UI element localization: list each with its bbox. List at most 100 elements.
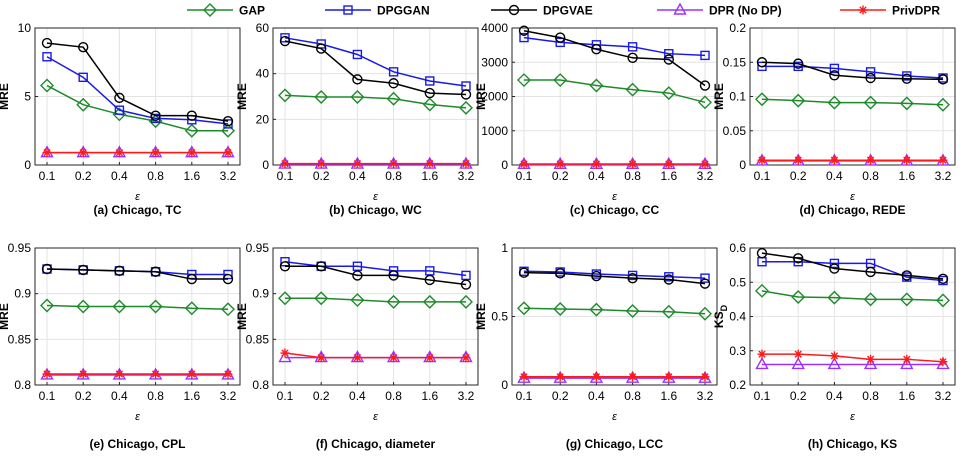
series-line xyxy=(761,61,944,81)
y-tick-label: 0 xyxy=(739,158,746,172)
x-tick-label: 3.2 xyxy=(935,169,952,183)
series-line xyxy=(762,353,944,363)
data-point xyxy=(388,67,399,77)
data-point xyxy=(519,32,529,43)
data-point xyxy=(755,92,769,107)
series-line xyxy=(762,65,944,79)
data-point xyxy=(78,148,88,158)
data-point xyxy=(829,263,840,274)
data-point xyxy=(901,270,912,281)
data-point xyxy=(756,57,768,68)
x-tick-label: 1.6 xyxy=(183,389,200,403)
x-tick-label: 0.1 xyxy=(277,169,294,183)
data-point xyxy=(386,91,401,106)
x-tick-label: 0.1 xyxy=(754,169,771,183)
data-point xyxy=(151,369,161,379)
y-tick-label: 0 xyxy=(501,378,508,392)
legend-marker-circle xyxy=(508,4,520,16)
series-privdpr xyxy=(42,369,233,379)
data-point xyxy=(424,87,435,99)
data-point xyxy=(42,148,52,158)
legend-label: DPGVAE xyxy=(543,4,593,18)
series-line xyxy=(285,297,466,303)
data-point xyxy=(422,97,437,112)
data-point xyxy=(628,159,638,169)
data-point xyxy=(76,299,91,314)
series-line xyxy=(284,260,467,277)
x-tick-label: 3.2 xyxy=(220,169,237,183)
data-point xyxy=(899,96,914,111)
data-point xyxy=(461,353,471,363)
data-point xyxy=(699,278,711,289)
data-point xyxy=(863,95,878,110)
data-point xyxy=(41,263,53,275)
data-point xyxy=(937,74,949,85)
y-tick-label: 0 xyxy=(24,158,31,172)
data-point xyxy=(627,42,638,52)
y-tick-label: 0 xyxy=(501,158,508,172)
x-tick-label: 0.4 xyxy=(349,169,366,183)
data-point xyxy=(187,369,197,379)
y-axis-label: MRE xyxy=(712,83,726,110)
x-tick-label: 0.4 xyxy=(588,389,605,403)
x-tick-label: 1.6 xyxy=(183,169,200,183)
x-tick-label: 0.2 xyxy=(552,389,569,403)
legend-marker-star xyxy=(858,5,868,15)
x-axis-label: ε xyxy=(612,411,617,423)
series-dpr-no-dp xyxy=(755,356,950,370)
x-tick-label: 0.2 xyxy=(552,169,569,183)
data-point xyxy=(698,306,712,321)
data-point xyxy=(865,266,876,278)
y-tick-label: 0.85 xyxy=(246,332,270,346)
y-axis-label: MRE xyxy=(235,303,249,330)
data-point xyxy=(350,89,365,104)
data-point xyxy=(661,86,676,101)
data-point xyxy=(700,273,710,283)
data-point xyxy=(424,274,435,286)
panel-a-chicago-tc: 0 5 10 0.1 0.2 0.4 0.8 1.6 3.2 ε MRE (a) Chicago, T… xyxy=(0,21,241,217)
series-line xyxy=(761,98,944,106)
data-point xyxy=(425,76,435,86)
y-tick-label: 0.05 xyxy=(723,124,747,138)
panel-b-chicago-wc: 0 20 40 60 0.1 0.2 0.4 0.8 1.6 3.2 ε MRE (b) Chicago… xyxy=(235,21,479,217)
data-point xyxy=(221,123,235,138)
data-point xyxy=(863,292,878,307)
data-point xyxy=(628,372,638,382)
y-tick-label: 3000 xyxy=(481,55,508,69)
y-tick-label: 1 xyxy=(501,241,508,255)
y-tick-label: 0 xyxy=(262,158,269,172)
panel-caption: (h) Chicago, KS xyxy=(808,437,897,451)
series-gap xyxy=(40,78,235,138)
legend: GAP DPGGAN DPGVAE DPR (No DP) PrivDPR xyxy=(187,2,940,18)
y-tick-label: 0.85 xyxy=(8,332,32,346)
series-dpgvae xyxy=(41,263,234,285)
y-axis-label: MRE xyxy=(0,303,11,330)
data-point xyxy=(222,273,234,285)
series-line xyxy=(284,94,467,109)
data-point xyxy=(280,348,290,358)
y-tick-label: 5 xyxy=(24,90,31,104)
data-point xyxy=(756,247,768,259)
y-axis-label: MRE xyxy=(235,83,249,110)
data-point xyxy=(865,72,876,84)
x-tick-label: 0.8 xyxy=(862,169,879,183)
plot-frame xyxy=(34,247,241,386)
x-tick-label: 3.2 xyxy=(458,169,475,183)
x-tick-label: 0.8 xyxy=(147,389,164,403)
data-point xyxy=(352,270,363,281)
data-point xyxy=(278,88,292,103)
data-point xyxy=(78,369,88,379)
data-point xyxy=(148,299,163,314)
y-tick-label: 0.6 xyxy=(729,241,746,255)
x-tick-label: 0.4 xyxy=(111,389,128,403)
data-point xyxy=(555,268,566,279)
x-tick-label: 0.1 xyxy=(39,389,56,403)
y-tick-label: 0.9 xyxy=(252,287,269,301)
data-point xyxy=(352,49,363,60)
series-privdpr xyxy=(757,155,948,165)
data-point xyxy=(938,357,948,367)
series-line xyxy=(523,270,706,279)
x-axis-label: ε xyxy=(135,411,140,423)
data-point xyxy=(663,54,674,65)
data-point xyxy=(664,372,674,382)
